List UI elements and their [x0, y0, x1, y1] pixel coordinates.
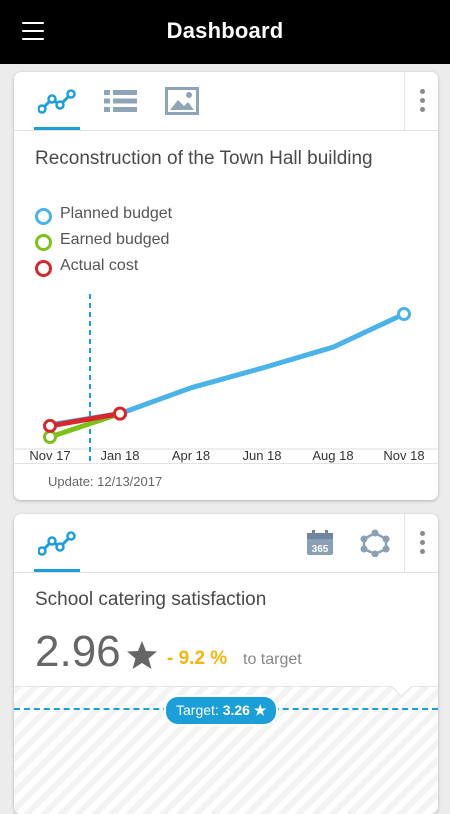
x-tick-label: Nov 18 — [383, 448, 424, 463]
data-point — [43, 418, 57, 433]
legend-marker — [35, 208, 52, 225]
hamburger-menu-icon[interactable] — [22, 22, 44, 40]
card-divider — [14, 463, 438, 464]
tab-image[interactable] — [159, 72, 205, 130]
update-timestamp: Update: 12/13/2017 — [48, 474, 163, 489]
budget-line-chart: Nov 17 Jan 18 Apr 18 Jun 18 Aug 18 Nov 18 — [14, 294, 438, 464]
card-tab-bar — [14, 72, 438, 131]
x-tick-label: Jun 18 — [242, 448, 281, 463]
series-line — [47, 411, 123, 429]
list-icon — [104, 90, 137, 112]
target-value: 3.26 ★ — [222, 702, 267, 718]
kpi-title: School catering satisfaction — [35, 589, 267, 610]
x-tick-label: Apr 18 — [172, 448, 210, 463]
project-title: Reconstruction of the Town Hall building — [35, 148, 373, 169]
tab-divider — [404, 72, 405, 130]
line-chart-icon — [38, 89, 76, 114]
legend-marker — [35, 260, 52, 277]
image-icon — [165, 87, 199, 115]
calendar-icon: 365 — [307, 530, 333, 555]
x-tick-label: Aug 18 — [312, 448, 353, 463]
kpi-value: 2.96 — [35, 627, 121, 676]
series-line — [47, 311, 407, 428]
target-label: Target: — [176, 702, 219, 718]
kpi-card: 365 School catering satisfaction 2.96 - … — [14, 514, 438, 814]
legend-marker — [35, 234, 52, 251]
x-tick-label: Jan 18 — [100, 448, 139, 463]
tab-chart[interactable] — [34, 72, 80, 130]
data-point — [43, 430, 57, 444]
calendar-label: 365 — [312, 544, 329, 555]
data-point — [113, 406, 127, 421]
line-chart-icon — [38, 531, 76, 556]
page-title: Dashboard — [166, 18, 284, 43]
data-point — [397, 307, 411, 321]
star-icon — [127, 641, 157, 669]
kpi-delta-suffix: to target — [243, 651, 302, 668]
legend-label: Actual cost — [60, 257, 139, 274]
x-tick-label: Nov 17 — [29, 448, 70, 463]
legend-label: Earned budged — [60, 231, 170, 248]
card-tab-bar: 365 — [14, 514, 438, 573]
legend-label: Planned budget — [60, 205, 173, 222]
calendar-365-button[interactable]: 365 — [297, 514, 343, 572]
tab-divider — [404, 514, 405, 572]
more-options-icon[interactable] — [405, 72, 438, 130]
network-button[interactable] — [352, 514, 398, 572]
kpi-delta: - 9.2 % — [167, 648, 228, 669]
more-options-icon[interactable] — [405, 514, 438, 572]
target-badge: Target: 3.26 ★ — [164, 695, 279, 726]
tab-chart[interactable] — [34, 514, 80, 572]
top-bar: Dashboard — [0, 0, 450, 64]
project-budget-card: Reconstruction of the Town Hall building… — [14, 72, 438, 500]
tab-list[interactable] — [98, 72, 144, 130]
network-icon — [360, 529, 390, 557]
